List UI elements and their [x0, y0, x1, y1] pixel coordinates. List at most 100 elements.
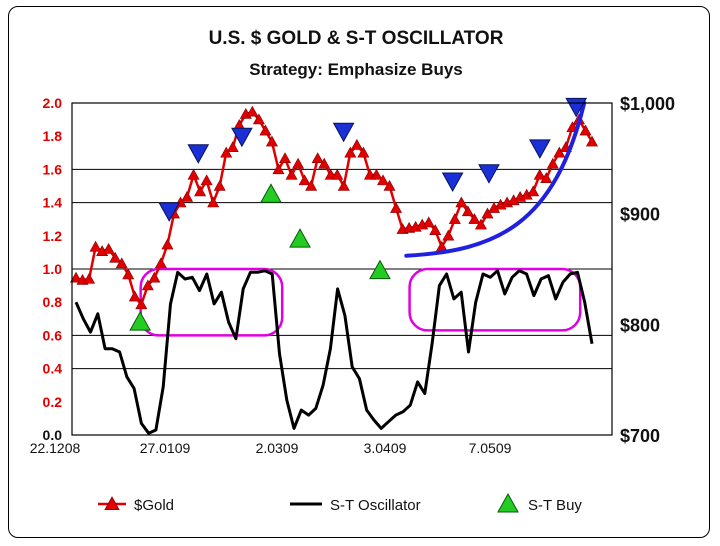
gold-point	[579, 124, 592, 136]
gold-point	[279, 152, 292, 164]
legend-buy-marker	[497, 492, 519, 513]
gold-point	[318, 157, 331, 169]
gold-point	[540, 172, 553, 183]
left-tick-label: 0.4	[43, 361, 63, 377]
gold-point	[422, 216, 435, 228]
gold-point	[252, 113, 265, 125]
gold-point	[429, 224, 442, 235]
gold-point	[148, 271, 161, 283]
gold-point	[272, 163, 285, 175]
gold-point	[344, 146, 357, 158]
gold-point	[265, 135, 278, 147]
st-buy-marker	[369, 259, 391, 280]
gold-point	[122, 268, 135, 280]
left-tick-label: 1.2	[43, 228, 63, 244]
left-tick-label: 1.6	[43, 161, 63, 177]
gold-point	[298, 174, 311, 186]
gold-series	[69, 105, 599, 310]
gold-point	[213, 179, 226, 191]
st-buy-marker	[129, 311, 151, 331]
gold-point	[194, 185, 207, 197]
gold-point	[220, 146, 233, 158]
gold-point	[383, 179, 396, 191]
gold-point	[259, 124, 272, 136]
x-tick-label: 22.1208	[30, 440, 81, 456]
signal-markers	[129, 97, 588, 331]
gold-point	[376, 174, 389, 186]
chart-title: U.S. $ GOLD & S-T OSCILLATOR	[209, 28, 504, 49]
gold-point	[109, 251, 122, 263]
gold-point	[533, 168, 546, 180]
gold-point	[311, 152, 324, 164]
gold-point	[546, 157, 559, 169]
gold-point	[161, 238, 174, 250]
left-tick-label: 2.0	[43, 95, 63, 111]
gold-point	[69, 271, 83, 283]
gold-point	[187, 168, 200, 180]
gold-point	[481, 207, 494, 219]
sell-marker	[529, 139, 551, 159]
left-tick-label: 0.8	[43, 294, 63, 310]
right-tick-label: $700	[620, 426, 660, 446]
gold-point	[207, 196, 220, 208]
x-tick-label: 3.0409	[364, 440, 407, 456]
left-tick-label: 1.0	[43, 261, 63, 277]
left-tick-label: 0.6	[43, 327, 63, 343]
gold-point	[585, 135, 599, 147]
gold-point	[115, 257, 128, 269]
gold-point	[461, 205, 474, 217]
plot-area-border	[71, 102, 613, 436]
gold-point	[285, 168, 298, 180]
gold-point	[141, 279, 154, 291]
oscillator-line	[74, 269, 594, 435]
gold-point	[390, 202, 403, 213]
trend-curve-line	[404, 101, 587, 258]
gold-point	[154, 257, 167, 269]
sell-marker	[332, 122, 355, 143]
x-tick-label: 27.0109	[140, 440, 191, 456]
left-tick-label: 0.2	[43, 394, 63, 410]
gold-point	[448, 213, 461, 224]
gold-point	[331, 168, 344, 180]
highlight-box	[139, 267, 284, 337]
chart-frame	[8, 6, 710, 538]
legend-gold-marker	[104, 496, 120, 511]
gold-point	[468, 213, 481, 224]
x-tick-label: 2.0309	[256, 440, 299, 456]
right-axis-ticks: $700 $800 $900 $1,000	[620, 94, 675, 446]
right-tick-label: $800	[620, 315, 660, 335]
gold-point	[305, 179, 318, 191]
oscillator-series	[74, 269, 594, 435]
sell-marker	[231, 127, 253, 148]
left-axis-ticks: 0.0 0.2 0.4 0.6 0.8 1.0 1.2 1.4 1.6 1.8 2.0	[43, 95, 63, 443]
right-tick-label: $1,000	[620, 94, 675, 114]
left-tick-label: 1.8	[43, 128, 63, 144]
gold-point	[455, 196, 468, 208]
gold-point	[128, 290, 141, 302]
st-buy-marker	[260, 183, 282, 203]
legend: $Gold S-T Oscillator S-T Buy	[98, 492, 582, 514]
gold-point	[292, 157, 305, 169]
gold-point	[337, 179, 350, 191]
legend-gold-label: $Gold	[134, 497, 174, 514]
highlight-box	[408, 267, 582, 332]
sell-marker	[441, 172, 464, 193]
legend-oscillator-label: S-T Oscillator	[330, 497, 421, 514]
trend-curve	[404, 101, 587, 258]
right-tick-label: $900	[620, 205, 660, 225]
x-tick-label: 7.0509	[469, 440, 512, 456]
gold-point	[181, 190, 194, 202]
gold-point	[553, 146, 566, 158]
gold-point	[246, 105, 259, 117]
gold-point	[226, 141, 239, 152]
legend-buy-label: S-T Buy	[528, 497, 582, 514]
gold-point	[102, 242, 115, 254]
gold-point	[83, 272, 96, 284]
gold-point	[89, 240, 102, 252]
sell-marker	[158, 202, 181, 222]
gold-point	[527, 185, 540, 197]
sell-marker	[187, 144, 210, 164]
x-axis-ticks: 22.1208 27.0109 2.0309 3.0409 7.0509	[30, 440, 512, 456]
chart-subtitle: Strategy: Emphasize Buys	[249, 60, 463, 79]
